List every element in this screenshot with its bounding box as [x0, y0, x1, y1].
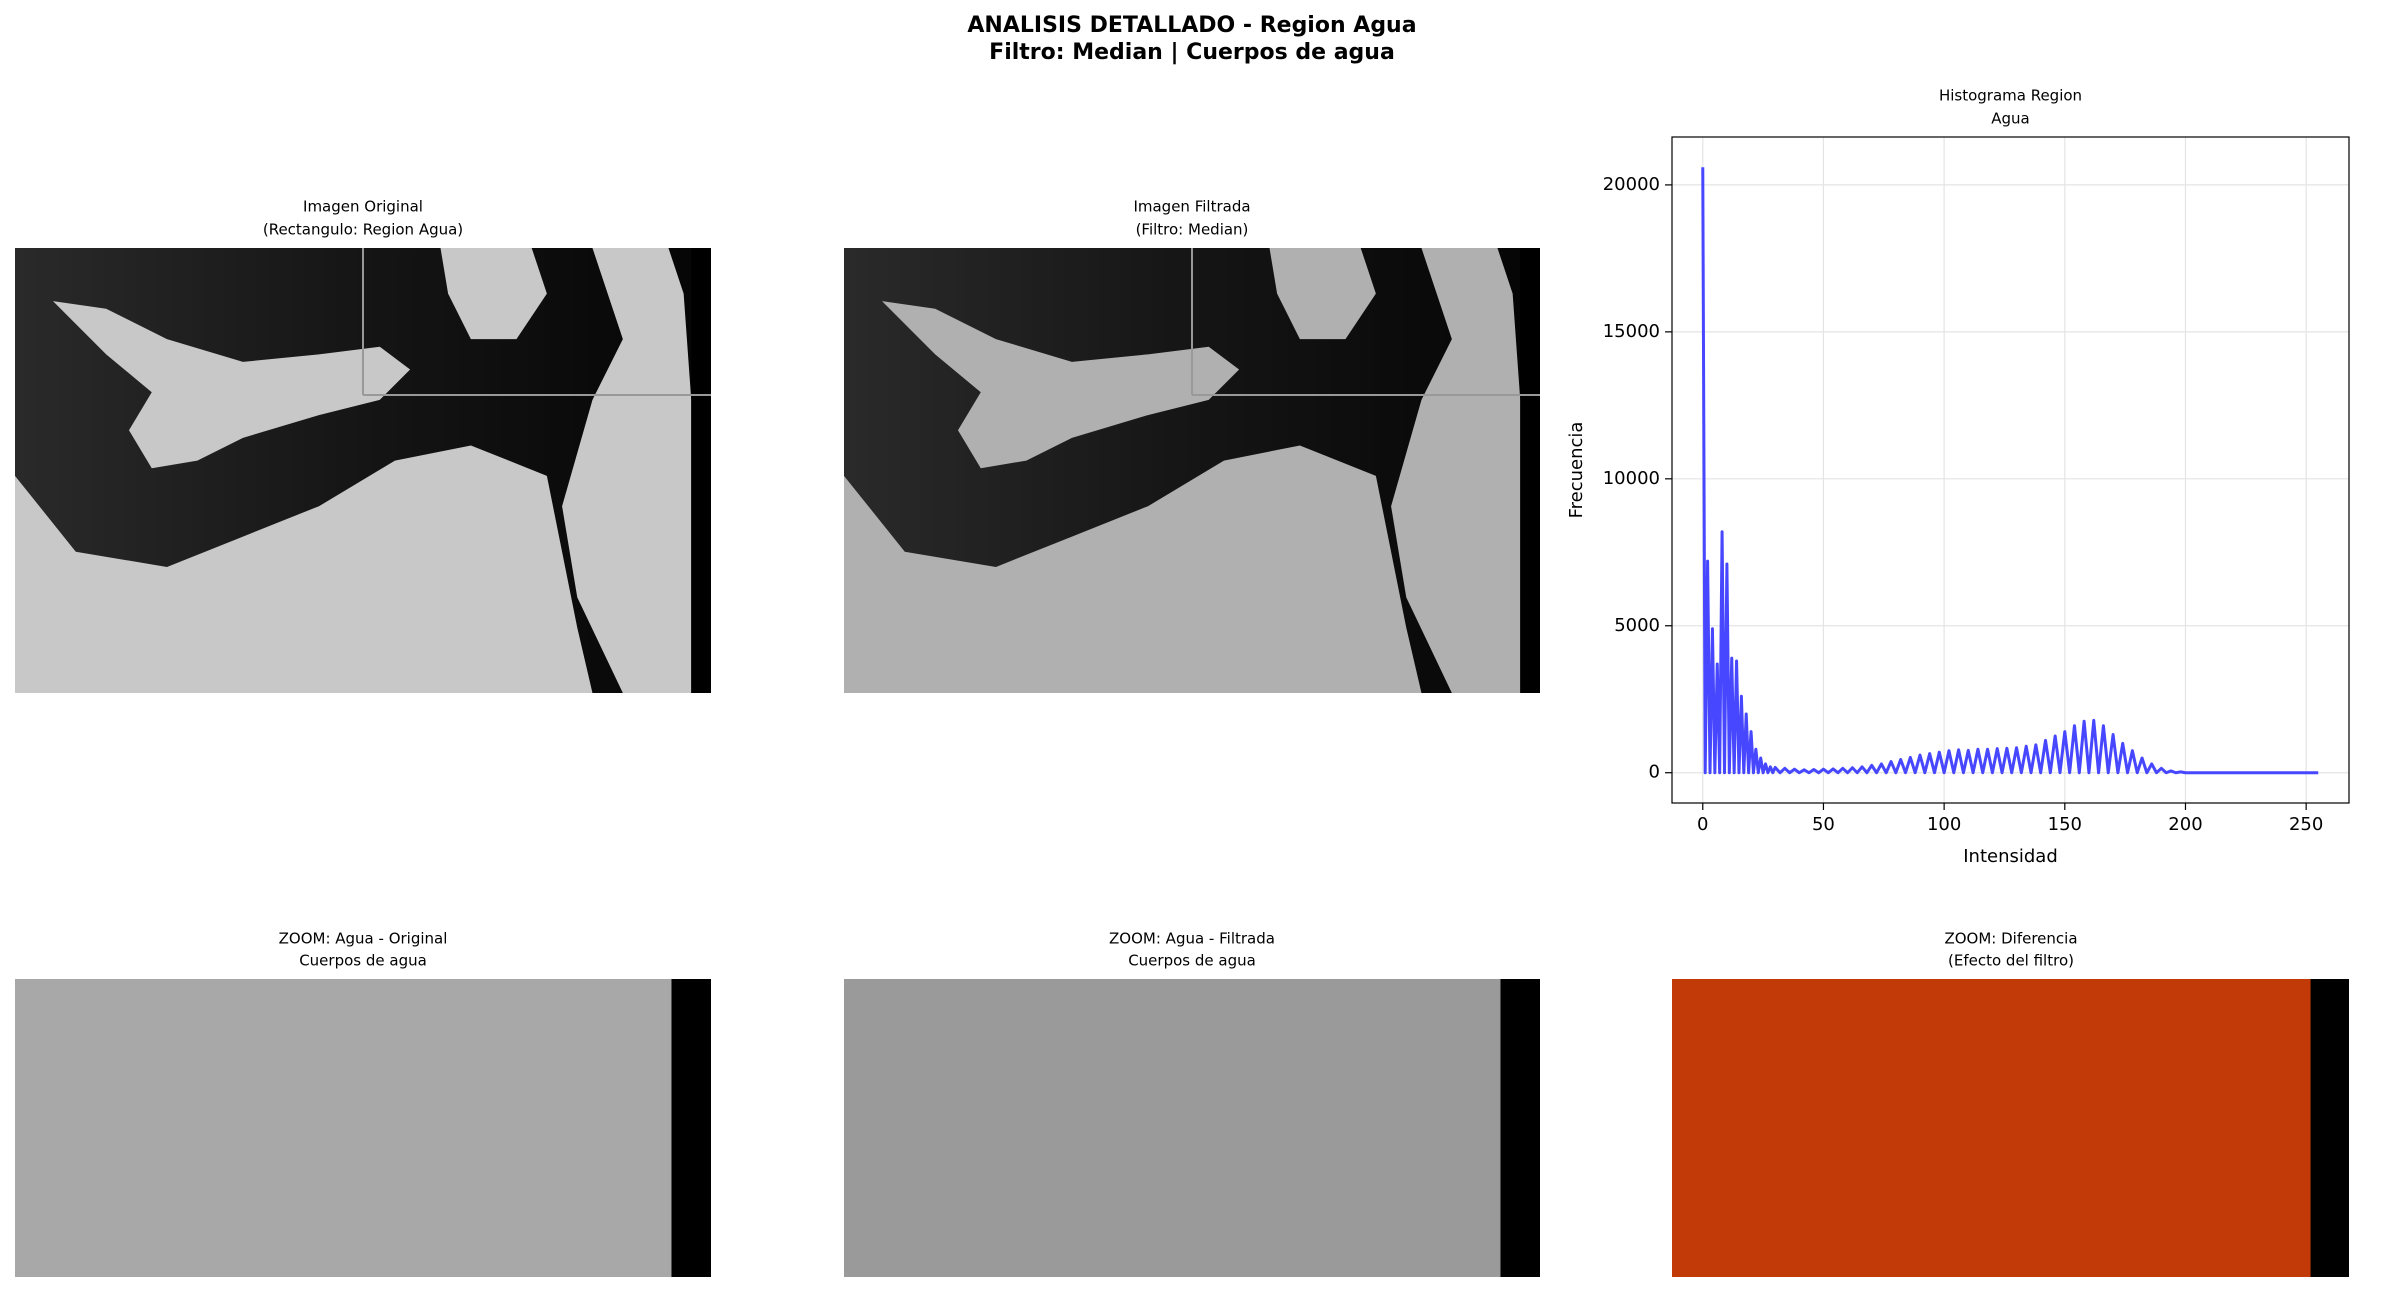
panel-title: Cuerpos de agua: [299, 952, 427, 970]
y-tick-label: 15000: [1603, 321, 1660, 342]
panel-title: ZOOM: Agua - Original: [279, 930, 448, 948]
x-tick-label: 0: [1697, 814, 1708, 835]
chart-title: Histograma Region: [1939, 87, 2082, 105]
x-axis-label: Intensidad: [1963, 846, 2058, 867]
panel-title: ZOOM: Agua - Filtrada: [1109, 930, 1275, 948]
y-tick-label: 20000: [1603, 174, 1660, 195]
image-zoom-original: [15, 979, 711, 1277]
panel-title: Imagen Filtrada: [1133, 198, 1250, 216]
figure-title: Filtro: Median | Cuerpos de agua: [989, 40, 1395, 65]
panel-title: (Efecto del filtro): [1948, 952, 2074, 970]
chart-title: Agua: [1991, 110, 2029, 128]
image-original: [15, 248, 711, 693]
panel-title: Cuerpos de agua: [1128, 952, 1256, 970]
axes-frame: [1671, 136, 2350, 804]
image-zoom-filtered: [844, 979, 1540, 1277]
x-tick-label: 150: [2048, 814, 2082, 835]
panel-title: (Filtro: Median): [1136, 221, 1249, 239]
y-tick-label: 5000: [1614, 615, 1660, 636]
panel-title: (Rectangulo: Region Agua): [263, 221, 463, 239]
y-tick-label: 10000: [1603, 468, 1660, 489]
image-filtered: [844, 248, 1540, 693]
x-tick-label: 100: [1927, 814, 1961, 835]
y-axis-label: Frecuencia: [1566, 422, 1587, 519]
histogram: Histograma Region Agua 0 50 100 150 200 250 0 500…: [1566, 87, 2350, 867]
histogram-line: [1701, 167, 2319, 775]
panel-title: ZOOM: Diferencia: [1944, 930, 2077, 948]
y-tick-label: 0: [1649, 762, 1660, 783]
x-tick-label: 250: [2289, 814, 2323, 835]
x-tick-label: 200: [2168, 814, 2202, 835]
x-tick-label: 50: [1812, 814, 1835, 835]
image-zoom-difference: [1672, 979, 2349, 1277]
figure-title: ANALISIS DETALLADO - Region Agua: [967, 13, 1416, 38]
panel-title: Imagen Original: [303, 198, 423, 216]
